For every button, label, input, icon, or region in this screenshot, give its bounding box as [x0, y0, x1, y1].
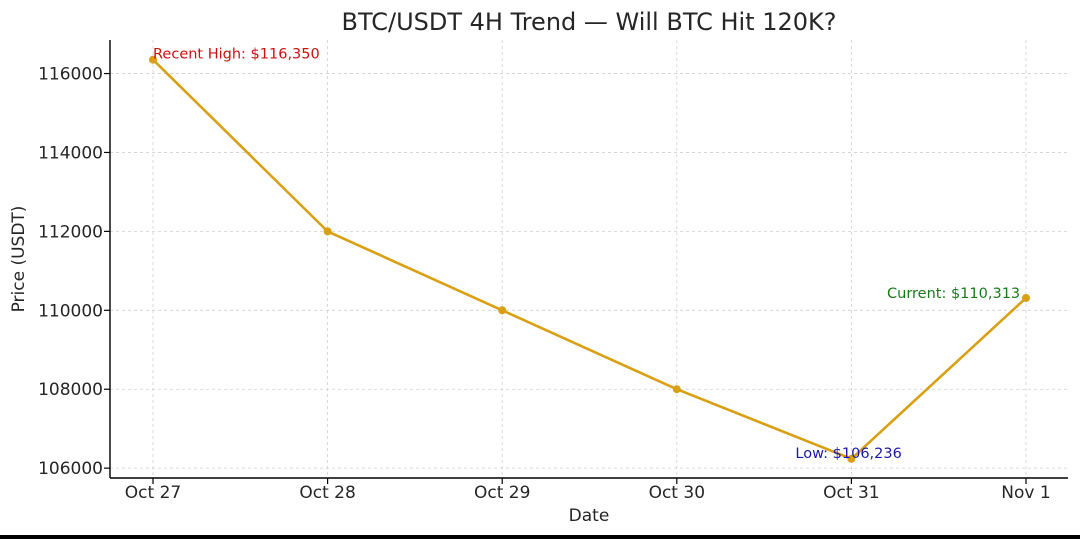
annotation-label: Recent High: $116,350: [153, 47, 320, 63]
x-tick-label: Oct 29: [474, 483, 530, 503]
price-series: [149, 55, 1030, 463]
annotation-label: Low: $106,236: [795, 446, 901, 462]
x-tick-label: Oct 31: [823, 483, 879, 503]
annotation-label: Current: $110,313: [887, 286, 1020, 302]
data-point: [323, 227, 332, 236]
x-tick-label: Nov 1: [1001, 483, 1050, 503]
x-tick-label: Oct 30: [649, 483, 705, 503]
data-point: [847, 454, 856, 463]
y-tick-label: 110000: [38, 301, 103, 321]
grid-lines: [110, 40, 1068, 478]
x-tick-label: Oct 28: [299, 483, 355, 503]
y-axis-label: Price (USDT): [9, 206, 29, 313]
data-point: [149, 55, 157, 64]
y-tick-label: 112000: [38, 222, 103, 242]
y-tick-labels: 106000 108000 110000 112000 114000 116000: [38, 65, 103, 480]
data-point: [672, 385, 681, 394]
chart-title: BTC/USDT 4H Trend — Will BTC Hit 120K?: [342, 8, 837, 36]
data-point: [1022, 293, 1030, 302]
y-tick-label: 106000: [38, 459, 103, 479]
x-tick-labels: Oct 27 Oct 28 Oct 29 Oct 30 Oct 31 Nov 1: [125, 483, 1051, 503]
series-line: [152, 58, 1027, 461]
y-tick-label: 108000: [38, 380, 103, 400]
y-tick-label: 114000: [38, 143, 103, 163]
x-tick-label: Oct 27: [125, 483, 181, 503]
y-tick-label: 116000: [38, 65, 103, 85]
axes: [104, 40, 1068, 484]
x-axis-label: Date: [569, 506, 610, 526]
bottom-border: [0, 535, 1080, 539]
annotations: Recent High: $116,350 Low: $106,236 Curren…: [153, 47, 1020, 462]
data-point: [498, 306, 507, 315]
